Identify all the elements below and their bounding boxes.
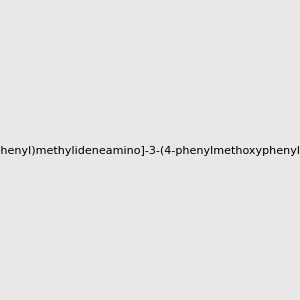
Text: N-[(Z)-(3-ethoxy-4-hydroxyphenyl)methylideneamino]-3-(4-phenylmethoxyphenyl)-1H-: N-[(Z)-(3-ethoxy-4-hydroxyphenyl)methyli…	[0, 146, 300, 157]
